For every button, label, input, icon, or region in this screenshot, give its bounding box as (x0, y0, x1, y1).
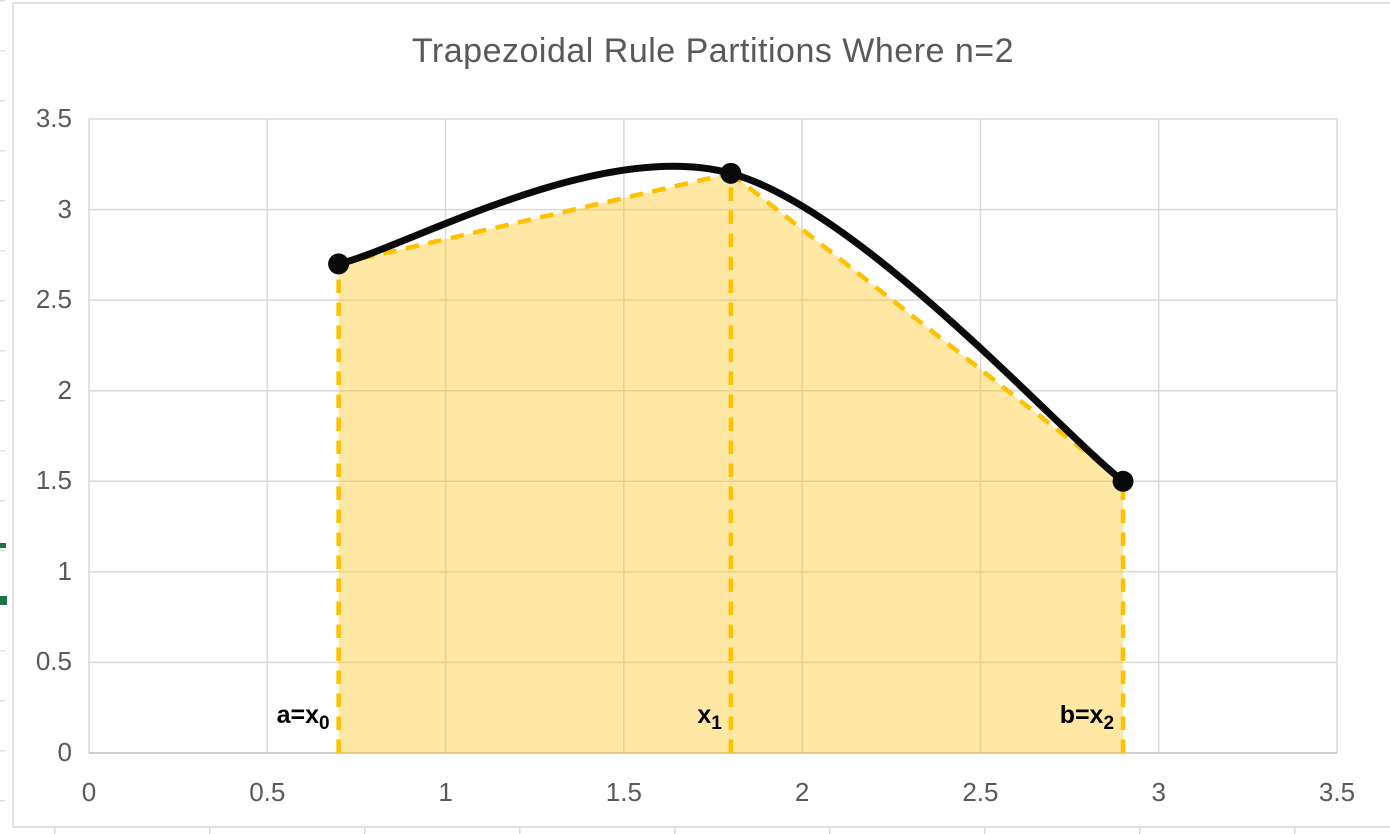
trapezoid-dashed-boundaries (336, 171, 1126, 753)
y-axis-tick-label: 0 (57, 737, 72, 767)
chart-object-border (12, 2, 1390, 828)
y-axis-tick-label: 1.5 (35, 465, 72, 496)
x-axis-tick-label: 2 (794, 777, 810, 807)
plot-gridlines (88, 118, 1338, 754)
x-axis-tick-label: 2.5 (962, 777, 999, 807)
y-axis-tick-label: 3.5 (35, 103, 72, 133)
partition-label-main: x (697, 701, 712, 729)
x-axis-tick-label: 3 (1151, 777, 1166, 807)
x-axis-tick-label: 1.5 (605, 777, 642, 807)
data-point-marker (328, 253, 350, 275)
partition-label-subscript: 0 (319, 713, 330, 734)
data-point-marker (720, 162, 742, 184)
x-axis-tick-label: 0.5 (249, 777, 286, 807)
worksheet-column-gridlines (12, 828, 1390, 834)
x-axis-tick-label: 1 (438, 777, 453, 807)
trapezoid-shaded-region (338, 173, 1124, 754)
chart-title: Trapezoidal Rule Partitions Where n=2 (411, 32, 1015, 70)
data-point-markers (328, 162, 1134, 492)
partition-label-main: b=x (1059, 701, 1104, 729)
partition-label-a-x0: a=x0 (276, 701, 330, 733)
partition-label-x1: x1 (697, 701, 721, 733)
y-axis-tick-label: 0.5 (35, 646, 72, 677)
dashed-partition-line (338, 171, 732, 267)
worksheet-bottom-strip (12, 828, 1390, 834)
partition-label-subscript: 2 (1103, 713, 1115, 734)
partition-label-b-x2: b=x2 (1059, 701, 1114, 733)
y-axis-tick-label: 2.5 (35, 284, 72, 315)
worksheet-cell-content-fragment (0, 543, 6, 548)
worksheet-row-gridlines (0, 0, 5, 834)
data-point-marker (1112, 470, 1134, 492)
dashed-partition-line (729, 171, 1125, 484)
x-axis-tick-label: 0 (81, 777, 97, 807)
partition-label-main: a=x (276, 701, 320, 729)
y-axis-tick-label: 3 (57, 193, 72, 224)
partition-label-subscript: 1 (711, 713, 722, 734)
worksheet-cell-content-fragment (0, 596, 7, 605)
y-axis-tick-label: 2 (57, 374, 72, 405)
x-axis-tick-label: 3.5 (1318, 777, 1356, 807)
y-axis-tick-label: 1 (57, 555, 72, 586)
worksheet-left-strip (0, 0, 12, 834)
